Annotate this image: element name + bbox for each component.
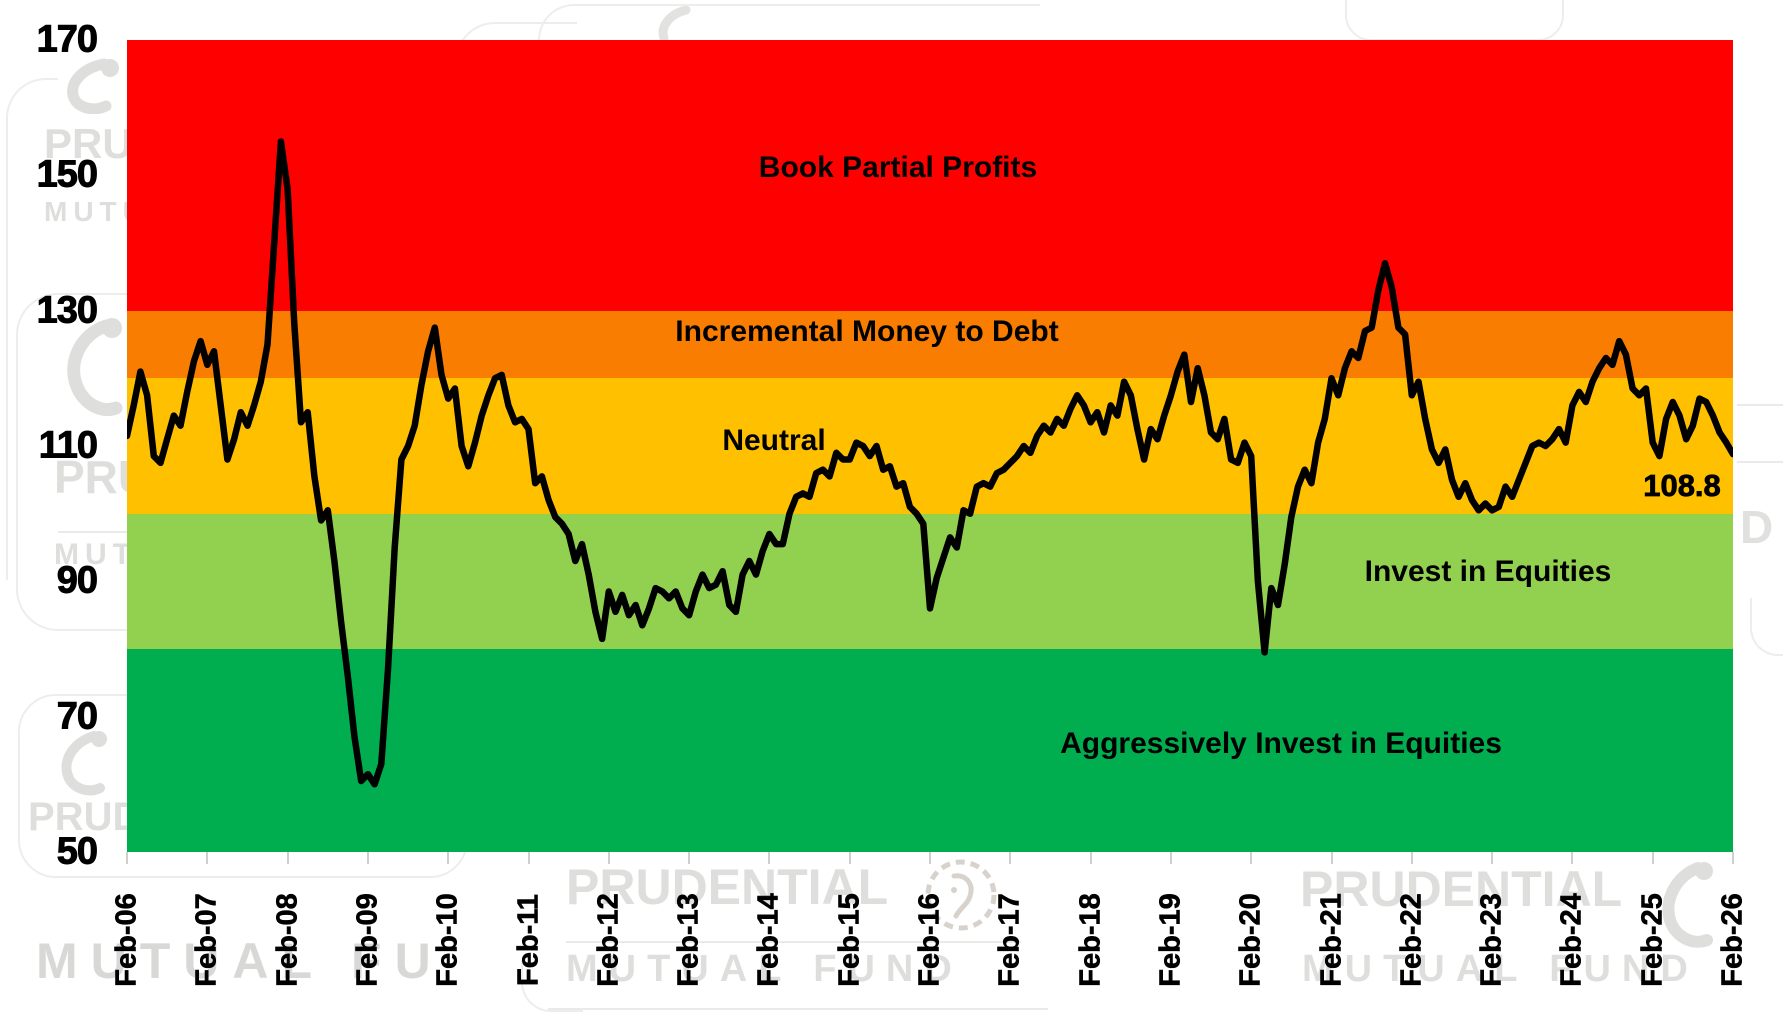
x-tick-mark: [1089, 852, 1092, 864]
watermark-text: PRUDENTIAL: [566, 859, 889, 915]
x-tick-mark: [1009, 852, 1012, 864]
watermark-text: D: [1740, 501, 1774, 553]
zone-label-incremental-money-to-debt: Incremental Money to Debt: [675, 315, 1059, 348]
prudential-i-swirl-icon: [658, 6, 691, 40]
watermark-prudential-fragment: PRUDENTIAL: [566, 858, 986, 918]
watermark-card-line: [58, 531, 127, 533]
last-value-label: 108.8: [1643, 468, 1721, 504]
watermark-card-border: [538, 4, 1040, 42]
watermark-text: MUTUAL FUND: [36, 933, 440, 989]
watermark-prudential-fragment: PRUDENTIAL: [54, 450, 127, 502]
watermark-text: PRUDENTIAL: [1300, 861, 1623, 917]
prudential-i-swirl-icon: [67, 58, 119, 114]
zone-band-2: [127, 310, 1733, 379]
x-tick-label-Feb-20: Feb-20: [1234, 893, 1267, 987]
x-tick-mark: [1732, 852, 1734, 864]
zone-label-aggressively-invest-in-equities: Aggressively Invest in Equities: [1060, 727, 1502, 760]
watermark-mutualfund-fragment: MUTUAL FUND: [44, 196, 127, 230]
x-tick-mark: [1169, 852, 1172, 864]
prudential-face-logo: [925, 859, 997, 931]
zone-label-neutral: Neutral: [722, 424, 826, 457]
indicator-line-path: [127, 138, 1733, 788]
prudential-i-swirl-icon: [61, 731, 107, 796]
watermark-card-line: [1737, 404, 1783, 406]
x-tick-mark: [1250, 852, 1253, 864]
watermark-card-border: [1750, 598, 1783, 656]
x-tick-label-Feb-19: Feb-19: [1154, 893, 1187, 987]
watermark-prudential-fragment: PRUDENTIAL: [1300, 860, 1645, 918]
watermark-text: PRUDENTIAL: [28, 795, 127, 839]
watermark-card-line: [1737, 461, 1783, 463]
indicator-line: [127, 138, 1733, 788]
watermark-card-border: [521, 960, 583, 1012]
x-tick-mark: [527, 852, 530, 864]
zone-label-book-partial-profits: Book Partial Profits: [758, 151, 1038, 184]
watermark-card-border: [1345, 0, 1564, 41]
watermark-text: PRUDENTIAL: [44, 120, 127, 167]
watermark-text: MUTUAL FUND: [1302, 948, 1699, 990]
watermark-letter-fragment: D: [1740, 500, 1773, 554]
watermark-text: PRUDENTIAL: [54, 451, 127, 502]
plot-area: Book Partial Profits Incremental Money t…: [127, 40, 1733, 852]
watermark-mutualfund-fragment: MUTUAL FUND: [36, 932, 440, 1012]
watermark-mutualfund-fragment: MUTUAL FUND: [566, 948, 1026, 1000]
watermark-text: MUTUAL FUND: [566, 948, 963, 990]
watermark-text: MUTUAL FUND: [54, 538, 127, 571]
watermark-card-line: [566, 941, 1021, 943]
prudential-i-swirl-icon: [1662, 862, 1713, 948]
watermark-prudential-fragment: PRUDENTIAL: [44, 120, 127, 168]
zone-band-1: [127, 40, 1733, 311]
watermark-prudential-fragment: PRUDENTIAL: [28, 795, 127, 843]
zone-band-5: [127, 649, 1733, 852]
watermark-card-line: [548, 1008, 1048, 1010]
watermark-mutualfund-fragment: MUTUAL FUND: [1302, 948, 1783, 1008]
x-tick-label-Feb-18: Feb-18: [1074, 893, 1107, 987]
watermark-text: MUTUAL FUND: [44, 196, 127, 227]
zone-label-invest-in-equities: Invest in Equities: [1364, 555, 1612, 588]
prudential-i-swirl-icon: [67, 318, 123, 416]
watermark-mutualfund-fragment: MUTUAL FUND: [54, 538, 127, 574]
